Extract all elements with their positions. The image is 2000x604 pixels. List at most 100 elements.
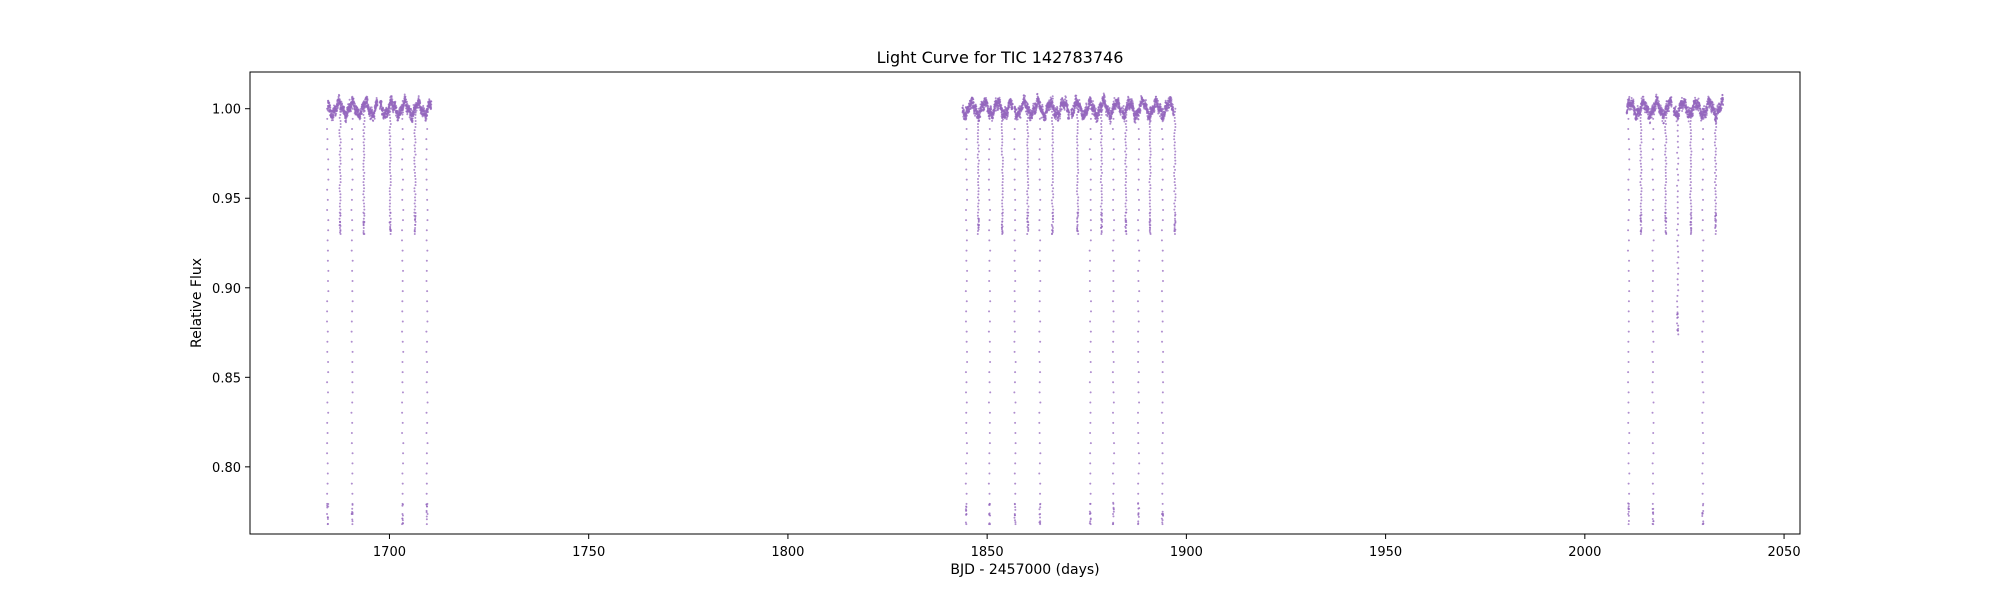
eclipse-point xyxy=(401,117,404,120)
baseline-point xyxy=(336,106,339,109)
eclipse-point xyxy=(425,523,428,526)
eclipse-point xyxy=(351,381,354,384)
eclipse-point xyxy=(401,431,404,434)
eclipse-point xyxy=(965,492,968,495)
baseline-point xyxy=(1068,117,1071,120)
baseline-point xyxy=(372,119,375,122)
baseline-point xyxy=(1041,103,1044,106)
eclipse-point xyxy=(351,350,354,353)
baseline-point xyxy=(1136,116,1139,119)
eclipse-point xyxy=(327,502,330,505)
eclipse-point xyxy=(1089,502,1092,505)
baseline-point xyxy=(1023,96,1026,99)
eclipse-point xyxy=(1039,127,1042,130)
eclipse-point xyxy=(401,158,404,161)
eclipse-point xyxy=(1039,320,1042,323)
eclipse-point xyxy=(351,518,354,521)
baseline-point xyxy=(332,116,335,119)
baseline-point xyxy=(1037,98,1040,101)
eclipse-point xyxy=(988,512,991,515)
eclipse-point xyxy=(401,198,404,201)
eclipse-point xyxy=(1089,239,1092,242)
baseline-point xyxy=(1110,117,1113,120)
eclipse-point xyxy=(966,361,969,364)
eclipse-point xyxy=(988,371,991,374)
eclipse-point xyxy=(425,158,428,161)
eclipse-point xyxy=(326,452,329,455)
eclipse-point xyxy=(964,482,967,485)
baseline-point xyxy=(1112,100,1115,103)
eclipse-point xyxy=(1089,512,1092,515)
baseline-point xyxy=(962,104,965,107)
baseline-point xyxy=(422,104,425,107)
baseline-point xyxy=(424,119,427,122)
baseline-point xyxy=(1051,101,1054,104)
baseline-point xyxy=(975,107,978,110)
eclipse-point xyxy=(402,178,405,181)
baseline-point xyxy=(1075,97,1078,100)
baseline-point xyxy=(1096,119,1099,122)
eclipse-point xyxy=(1014,421,1017,424)
eclipse-point xyxy=(350,411,353,414)
eclipse-point xyxy=(1089,127,1092,130)
eclipse-point xyxy=(351,503,354,506)
eclipse-point xyxy=(966,452,969,455)
baseline-point xyxy=(380,105,383,108)
eclipse-point xyxy=(1013,519,1016,522)
baseline-point xyxy=(1691,114,1694,117)
baseline-point xyxy=(390,95,393,98)
eclipse-point xyxy=(326,209,329,212)
eclipse-point xyxy=(326,522,329,525)
eclipse-point xyxy=(965,391,968,394)
eclipse-point xyxy=(1088,279,1091,282)
eclipse-point xyxy=(351,507,354,510)
eclipse-point xyxy=(1013,300,1016,303)
eclipse-point xyxy=(326,442,329,445)
baseline-point xyxy=(376,101,379,104)
eclipse-point xyxy=(987,178,990,181)
baseline-point xyxy=(1132,109,1135,112)
eclipse-point xyxy=(402,462,405,465)
eclipse-point xyxy=(351,462,354,465)
baseline-point xyxy=(405,98,408,101)
eclipse-point xyxy=(965,127,968,130)
eclipse-point xyxy=(1038,188,1041,191)
eclipse-point xyxy=(350,340,353,343)
baseline-point xyxy=(1085,103,1088,106)
eclipse-point xyxy=(326,431,329,434)
eclipse-point xyxy=(351,391,354,394)
eclipse-point xyxy=(1038,350,1041,353)
eclipse-point xyxy=(425,138,428,141)
eclipse-point xyxy=(988,229,991,232)
baseline-point xyxy=(1172,106,1175,109)
baseline-point xyxy=(403,93,406,96)
eclipse-point xyxy=(989,209,992,212)
eclipse-point xyxy=(988,310,991,313)
eclipse-point xyxy=(1039,516,1042,519)
eclipse-point xyxy=(1013,411,1016,414)
eclipse-point xyxy=(1089,107,1091,110)
baseline-point xyxy=(1630,108,1633,111)
eclipse-point xyxy=(425,431,428,434)
eclipse-point xyxy=(326,462,329,465)
eclipse-point xyxy=(1013,310,1016,313)
eclipse-point xyxy=(1038,391,1041,394)
eclipse-point xyxy=(401,391,404,394)
baseline-point xyxy=(1122,104,1125,107)
baseline-point xyxy=(1705,112,1708,115)
baseline-point xyxy=(340,100,343,103)
eclipse-point xyxy=(351,300,354,303)
eclipse-point xyxy=(402,350,405,353)
eclipse-point xyxy=(402,442,405,445)
baseline-point xyxy=(351,95,354,98)
eclipse-point xyxy=(426,505,429,508)
eclipse-point xyxy=(965,178,968,181)
eclipse-point xyxy=(1089,401,1092,404)
baseline-point xyxy=(1094,107,1097,110)
baseline-point xyxy=(329,104,332,107)
baseline-point xyxy=(1667,106,1670,109)
eclipse-point xyxy=(989,391,992,394)
eclipse-point xyxy=(401,330,404,333)
baseline-point xyxy=(397,119,400,122)
baseline-point xyxy=(332,114,335,117)
